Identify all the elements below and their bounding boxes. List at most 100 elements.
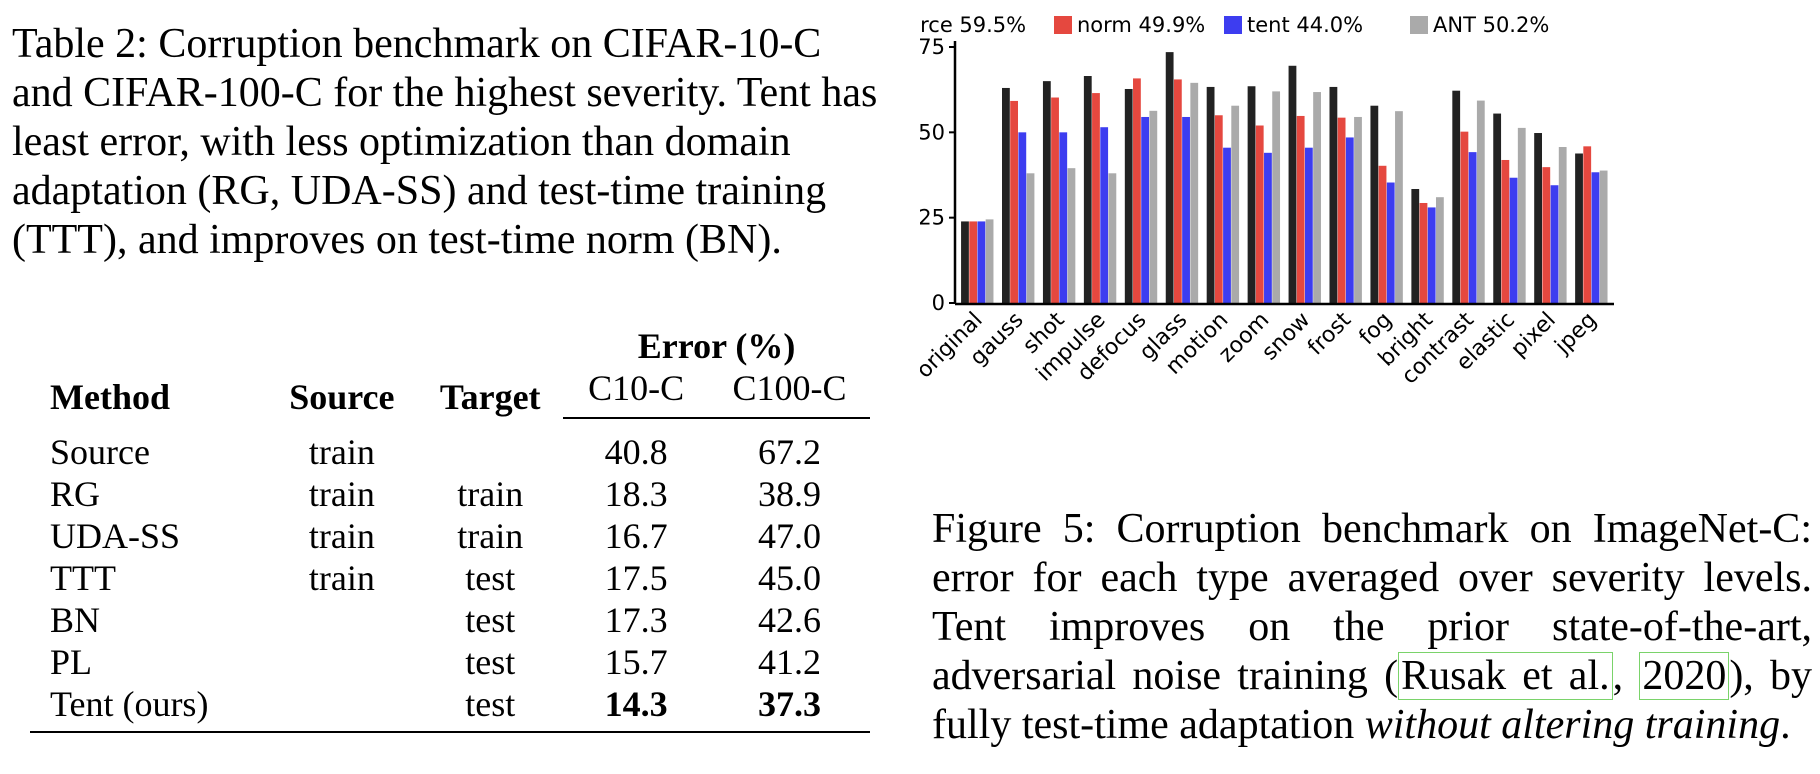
cell-c100: 42.6 [758,600,821,640]
bar-fog-1 [1378,165,1387,303]
cell-c10: 15.7 [604,642,668,682]
bar-defocus-2 [1141,116,1150,304]
cell-c10: 40.8 [604,432,668,472]
bar-defocus-0 [1124,88,1133,303]
bar-elastic-3 [1517,127,1526,304]
cell-target: train [457,516,524,556]
bar-gauss-2 [1018,132,1027,303]
bar-pixel-3 [1558,147,1567,303]
header-c10: C10-C [563,367,710,419]
table-row: PL test 15.7 41.2 [30,641,870,683]
citation-year-link[interactable]: 2020 [1639,652,1730,700]
citation-separator: , [1612,653,1640,699]
cell-target: test [465,558,516,598]
cell-c100: 47.0 [758,516,821,556]
cell-c10: 18.3 [604,474,668,514]
y-tick-label: 75 [920,35,945,59]
bar-motion-1 [1214,115,1223,304]
x-tick-label: pixel [1506,308,1561,363]
bar-snow-2 [1304,147,1313,303]
bar-fog-0 [1370,105,1379,303]
bar-defocus-3 [1149,110,1158,303]
cell-method: RG [50,474,101,514]
figure-caption: Figure 5: Corruption benchmark on ImageN… [932,505,1812,750]
bar-frost-0 [1329,86,1338,303]
bar-defocus-1 [1133,78,1141,303]
bar-pixel-1 [1542,167,1551,303]
table-row: TTT train test 17.5 45.0 [30,557,870,599]
bar-zoom-0 [1247,86,1256,304]
cell-c100: 67.2 [758,432,821,472]
bar-snow-3 [1313,92,1321,303]
x-tick-label: frost [1303,307,1356,360]
bar-pixel-2 [1550,185,1559,303]
table-caption: Table 2: Corruption benchmark on CIFAR-1… [12,21,878,263]
chart-y-axis: 0255075Error (%) [920,35,957,315]
cell-c100: 41.2 [758,642,821,682]
bar-contrast-3 [1476,100,1485,304]
x-tick-label: jpeg [1550,308,1602,360]
table-row: RG train train 18.3 38.9 [30,473,870,515]
legend-swatch [1410,16,1428,34]
header-error-group: Error (%) [637,326,796,366]
cell-method: Tent (ours) [30,683,267,733]
cell-target: test [417,683,564,733]
bar-jpeg-2 [1591,172,1600,303]
y-tick-label: 25 [920,206,945,230]
chart-legend: source 59.5% norm 49.9% tent 44.0% ANT 50.2… [920,13,1549,37]
bar-fog-2 [1386,182,1395,303]
bar-bright-3 [1435,197,1444,303]
bar-frost-2 [1345,137,1354,303]
bar-gauss-0 [1002,87,1010,304]
figure-caption-end: . [1780,702,1791,748]
bar-frost-3 [1354,116,1362,304]
bar-snow-1 [1296,115,1305,303]
bar-motion-0 [1206,86,1215,303]
chart-x-axis: originalgaussshotimpulsedefocusglassmoti… [920,302,1614,389]
legend-label: ANT 50.2% [1433,13,1549,37]
cell-c10: 17.5 [604,558,668,598]
bar-original-0 [961,221,969,303]
table-row: Tent (ours) test 14.3 37.3 [30,683,870,733]
bar-zoom-1 [1255,125,1264,303]
cell-method: PL [50,642,93,682]
cell-source: train [308,516,375,556]
cell-method: Source [50,431,150,472]
bar-jpeg-3 [1599,170,1608,303]
chart-bars [961,52,1608,304]
table-row: Source train 40.8 67.2 [30,418,870,473]
cell-target: test [465,642,516,682]
bar-jpeg-1 [1583,146,1592,303]
bar-contrast-1 [1460,131,1469,303]
cell-target [417,418,563,473]
legend-label: source 59.5% [920,13,1026,37]
bar-jpeg-0 [1575,153,1583,303]
bar-motion-2 [1223,147,1231,303]
cell-c100: 38.9 [758,474,821,514]
bar-gauss-3 [1026,173,1035,303]
cell-source [266,683,418,733]
bar-glass-0 [1165,52,1174,304]
table-body: Source train 40.8 67.2 RG train train 18.3 38.9 U… [30,418,870,733]
bar-frost-1 [1337,117,1346,303]
bar-impulse-3 [1108,173,1117,303]
header-c100: C100-C [709,367,870,419]
bar-impulse-0 [1083,76,1092,303]
cell-source: train [308,431,375,472]
bar-contrast-2 [1468,152,1477,303]
x-tick-label: snow [1257,308,1315,366]
bar-snow-0 [1288,65,1297,303]
bar-glass-1 [1173,79,1182,303]
legend-label: tent 44.0% [1247,13,1363,37]
bar-elastic-1 [1501,159,1510,303]
cell-method: UDA-SS [50,516,181,556]
citation-author-link[interactable]: Rusak et al. [1398,652,1613,700]
cell-c10: 17.3 [604,600,668,640]
bar-contrast-0 [1452,90,1461,303]
cell-c10: 16.7 [604,516,668,556]
bar-shot-1 [1051,97,1059,303]
bar-shot-0 [1042,81,1051,303]
bar-impulse-2 [1100,127,1109,303]
bar-bright-1 [1419,202,1428,303]
y-tick-label: 50 [920,120,945,144]
